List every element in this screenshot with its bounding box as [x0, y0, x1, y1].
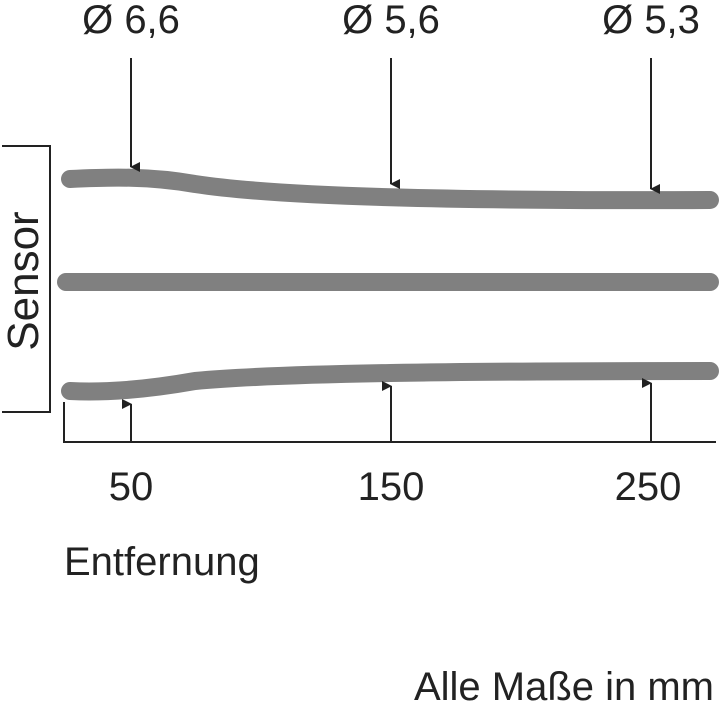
diameter-symbol: Ø	[82, 0, 113, 42]
tick-label-50: 50	[109, 465, 154, 509]
beam-lower-edge	[61, 362, 719, 401]
diameter-value: 5,3	[644, 0, 700, 42]
diameter-label-150: Ø 5,6	[342, 0, 440, 42]
diameter-symbol: Ø	[342, 0, 373, 42]
svg-text:Ø 5,6: Ø 5,6	[342, 0, 440, 42]
diameter-label-250: Ø 5,3	[602, 0, 700, 42]
tick-label-250: 250	[615, 465, 682, 509]
diameter-symbol: Ø	[602, 0, 633, 42]
sensor-bracket	[2, 145, 51, 413]
axis-label: Entfernung	[64, 540, 260, 584]
diameter-value: 5,6	[384, 0, 440, 42]
diameter-value: 6,6	[124, 0, 180, 42]
diameter-label-50: Ø 6,6	[82, 0, 180, 42]
beam-upper-edge	[61, 168, 719, 210]
tick-label-150: 150	[358, 465, 425, 509]
svg-text:Ø 6,6: Ø 6,6	[82, 0, 180, 42]
units-note: Alle Maße in mm	[414, 665, 714, 703]
svg-text:Ø 5,3: Ø 5,3	[602, 0, 700, 42]
sensor-label: Sensor	[0, 211, 48, 350]
